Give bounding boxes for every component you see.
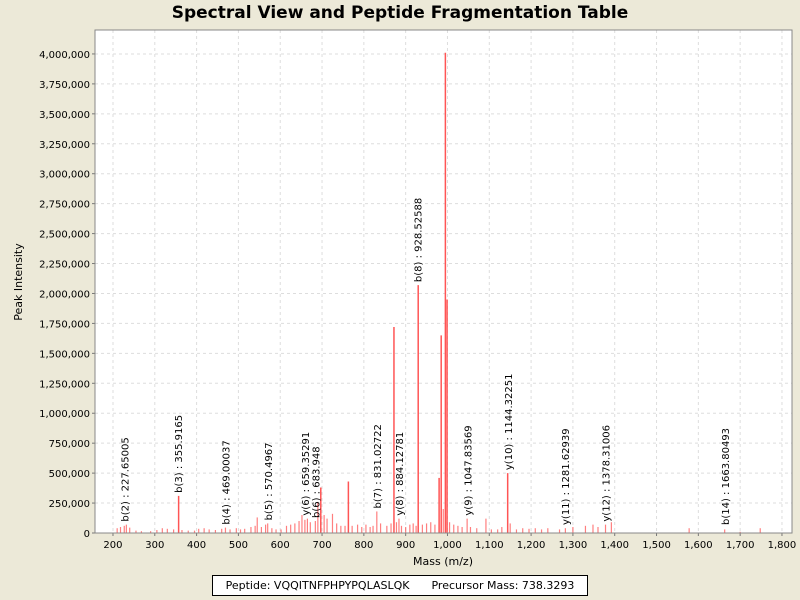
x-tick-label: 500 xyxy=(229,540,248,551)
peak-annotation: y(12) : 1378.31006 xyxy=(602,425,613,522)
peak-annotation: y(11) : 1281.62939 xyxy=(561,428,572,525)
y-tick-label: 3,750,000 xyxy=(39,80,90,91)
plot-border xyxy=(94,29,793,534)
y-tick-label: 2,000,000 xyxy=(39,289,90,300)
y-tick-label: 250,000 xyxy=(49,499,90,510)
peak-annotation: b(4) : 469.00037 xyxy=(221,440,232,524)
peak-annotation: b(5) : 570.4967 xyxy=(264,442,275,520)
x-tick-label: 1,600 xyxy=(684,540,713,551)
y-tick-label: 3,500,000 xyxy=(39,110,90,121)
peak-annotation: y(6) : 659.35291 xyxy=(301,432,312,516)
y-tick-label: 1,500,000 xyxy=(39,349,90,360)
x-tick-label: 1,800 xyxy=(768,540,797,551)
axes: 200 300 400 500 600 700 800 900 1,000 1,100 1,200 1… xyxy=(39,29,797,551)
x-tick-label: 400 xyxy=(187,540,206,551)
y-tick-label: 0 xyxy=(84,529,90,540)
y-tick-label: 1,750,000 xyxy=(39,319,90,330)
peak-annotation: b(14) : 1663.80493 xyxy=(721,428,732,525)
x-tick-label: 600 xyxy=(271,540,290,551)
x-tick-label: 1,700 xyxy=(726,540,755,551)
x-tick-label: 1,500 xyxy=(642,540,671,551)
legend: Peptide: VQQITNFPHPYPQLASLQK Precursor M… xyxy=(212,575,588,596)
peak-annotation: b(6) : 683.948 xyxy=(311,446,322,518)
x-tick-label: 1,200 xyxy=(517,540,546,551)
peak-annotation: y(8) : 884.12781 xyxy=(395,432,406,516)
peak-annotation: b(7) : 831.02722 xyxy=(373,424,384,508)
x-tick-label: 800 xyxy=(354,540,373,551)
peak-annotation: b(2) : 227.65005 xyxy=(121,437,132,521)
y-tick-label: 3,250,000 xyxy=(39,140,90,151)
legend-precursor: Precursor Mass: 738.3293 xyxy=(431,579,575,592)
y-axis-label: Peak Intensity xyxy=(12,243,25,321)
plot-area xyxy=(95,30,792,533)
peak-annotation: y(9) : 1047.83569 xyxy=(463,425,474,515)
x-tick-label: 1,000 xyxy=(433,540,462,551)
x-tick-label: 1,100 xyxy=(475,540,504,551)
x-tick-label: 700 xyxy=(312,540,331,551)
peak-annotation: b(8) : 928.52588 xyxy=(414,198,425,282)
peak-annotation: b(3) : 355.9165 xyxy=(174,415,185,493)
y-tick-label: 2,500,000 xyxy=(39,230,90,241)
x-tick-label: 900 xyxy=(396,540,415,551)
y-tick-label: 500,000 xyxy=(49,469,90,480)
x-tick-label: 200 xyxy=(103,540,122,551)
y-tick-label: 1,000,000 xyxy=(39,409,90,420)
legend-peptide: Peptide: VQQITNFPHPYPQLASLQK xyxy=(225,579,410,592)
y-tick-label: 4,000,000 xyxy=(39,50,90,61)
x-tick-label: 300 xyxy=(145,540,164,551)
y-tick-label: 2,250,000 xyxy=(39,260,90,271)
x-tick-label: 1,400 xyxy=(600,540,629,551)
y-tick-label: 1,250,000 xyxy=(39,379,90,390)
peak-annotation: y(10) : 1144.32251 xyxy=(504,373,515,470)
x-tick-label: 1,300 xyxy=(559,540,588,551)
x-axis-label: Mass (m/z) xyxy=(413,555,473,568)
chart-title: Spectral View and Peptide Fragmentation … xyxy=(171,3,629,23)
y-tick-label: 3,000,000 xyxy=(39,170,90,181)
y-tick-label: 750,000 xyxy=(49,439,90,450)
y-tick-label: 2,750,000 xyxy=(39,200,90,211)
annotations: b(2) : 227.65005 b(3) : 355.9165 b(4) : 46… xyxy=(121,198,732,525)
peaks xyxy=(116,52,761,533)
